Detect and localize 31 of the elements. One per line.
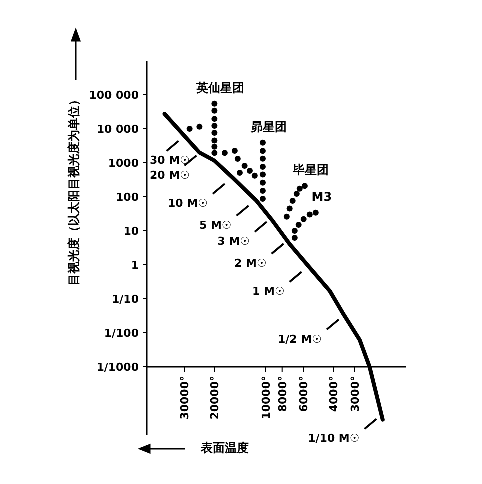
x-tick-label: 30000° [178, 376, 192, 420]
x-tick-label: 4000° [328, 376, 341, 412]
annotation: 5 M☉ [200, 218, 232, 232]
y-tick-label: 10 [124, 225, 140, 238]
x-tick-label: 20000° [208, 376, 222, 420]
annotation: 10 M☉ [168, 197, 208, 210]
annotation: 1/10 M☉ [308, 432, 360, 446]
x-tick-label: 3000° [348, 376, 362, 412]
annotation: 2 M☉ [234, 256, 267, 270]
y-tick-label: 10 000 [96, 123, 140, 136]
x-tick-label: 6000° [298, 376, 311, 412]
y-axis-title: 目视光度（以太阳目视光度为单位） [67, 94, 81, 286]
x-axis-title: 表面温度 [200, 441, 249, 455]
y-tick-label: 1/1000 [96, 361, 140, 374]
y-tick-label: 1000 [108, 157, 140, 170]
series-label: 英仙星团 [196, 80, 245, 95]
x-tick-label: 10000° [260, 376, 273, 420]
annotation: 20 M☉ [150, 168, 190, 182]
series-label: M3 [312, 190, 332, 204]
series-label: 昴星团 [250, 120, 287, 134]
y-tick-label: 1/10 [112, 293, 140, 306]
y-tick-label: 1/100 [104, 327, 140, 340]
y-tick-label: 1 [131, 259, 139, 272]
annotation: 1/2 M☉ [278, 332, 322, 346]
annotation: 1 M☉ [252, 285, 285, 298]
x-tick-label: 8000° [276, 376, 290, 412]
annotation: 3 M☉ [218, 235, 250, 248]
y-tick-label: 100 000 [89, 89, 140, 102]
y-tick-label: 100 [116, 191, 140, 204]
annotation: 30 M☉ [150, 154, 190, 168]
series-label: 毕星团 [292, 163, 329, 178]
